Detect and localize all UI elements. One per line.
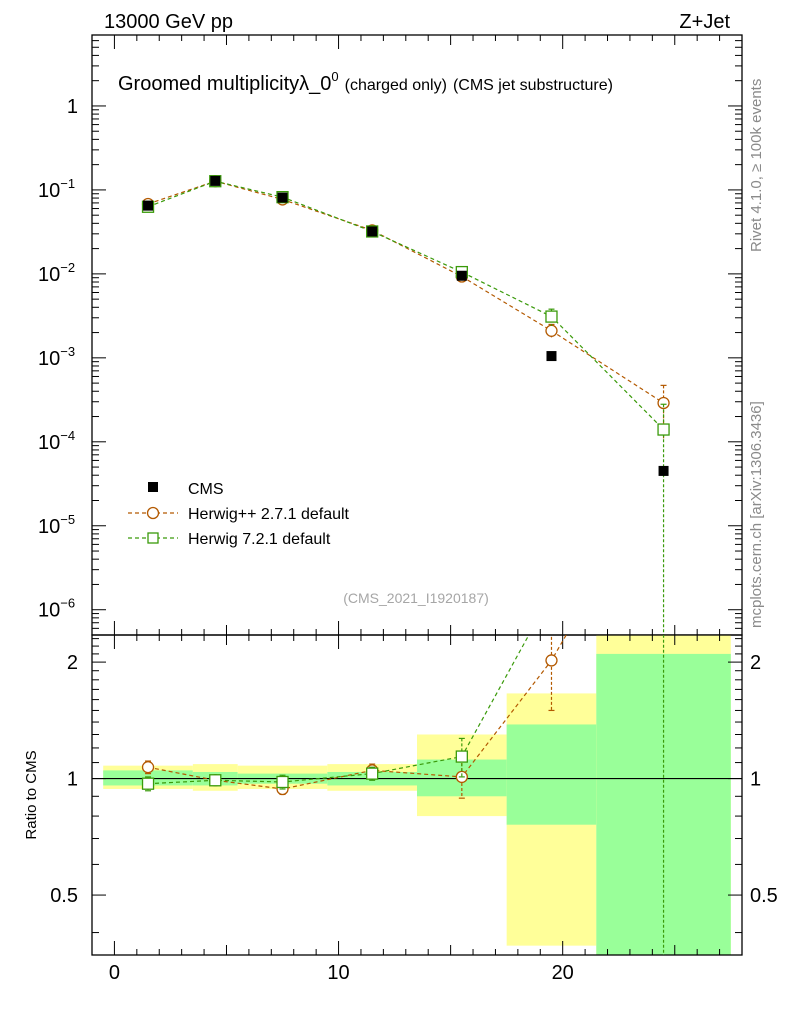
point-cms bbox=[210, 175, 221, 186]
plot-title: Groomed multiplicityλ_00 (charged only) (C… bbox=[118, 69, 613, 95]
y-tick-label: 1 bbox=[67, 96, 78, 118]
y-tick-label: 10−6 bbox=[38, 596, 75, 622]
ratio-tick-label: 1 bbox=[67, 769, 78, 791]
y-tick-label: 10−1 bbox=[38, 176, 75, 202]
x-tick-label: 10 bbox=[327, 962, 349, 984]
ratio-point-herwig-7-2-1-default bbox=[276, 775, 289, 789]
x-tick-label: 20 bbox=[552, 962, 574, 984]
ratio-point-herwig-7-2-1-default bbox=[366, 767, 379, 780]
y-tick-label-exponent: −5 bbox=[60, 512, 75, 527]
ratio-tick-label-right: 1 bbox=[750, 769, 761, 791]
ratio-band-inner bbox=[506, 724, 597, 825]
legend: CMS Herwig++ 2.7.1 default Herwig 7.2.1 … bbox=[128, 481, 350, 548]
legend-label-herwigpp: Herwig++ 2.7.1 default bbox=[188, 506, 350, 523]
series-line-herwig-2-7-1-default bbox=[147, 180, 664, 404]
ratio-tick-label: 0.5 bbox=[50, 885, 78, 907]
y-tick-label-base: 10 bbox=[38, 264, 60, 286]
series-line-herwig-7-2-1-default bbox=[147, 180, 664, 430]
point-cms bbox=[658, 465, 669, 476]
y-tick-label-base: 10 bbox=[38, 180, 60, 202]
legend-label-herwig7: Herwig 7.2.1 default bbox=[188, 531, 331, 548]
ratio-axis-label: Ratio to CMS bbox=[23, 750, 40, 839]
legend-marker-cms bbox=[148, 482, 158, 492]
x-axis: 0 10 20 bbox=[109, 35, 721, 984]
plot-title-tail: (CMS jet substructure) bbox=[453, 77, 613, 94]
point-herwig-2-7-1-default bbox=[545, 324, 558, 337]
legend-marker-herwig7 bbox=[147, 532, 159, 544]
analysis-id-label: (CMS_2021_I1920187) bbox=[343, 590, 489, 606]
legend-marker-herwigpp bbox=[146, 506, 160, 520]
point-cms bbox=[367, 226, 378, 237]
ratio-frame bbox=[91, 634, 743, 956]
main-panel: 110−110−210−310−410−510−6 bbox=[38, 34, 743, 636]
ratio-bands bbox=[103, 635, 731, 955]
y-tick-label: 10−4 bbox=[38, 428, 75, 454]
point-cms bbox=[277, 192, 288, 203]
y-tick-label-base: 10 bbox=[38, 516, 60, 538]
point-herwig-7-2-1-default bbox=[545, 310, 558, 323]
ratio-y-axis: 0.5 0.5 1 1 2 2 bbox=[50, 638, 778, 934]
process-label: Z+Jet bbox=[679, 11, 730, 33]
point-cms bbox=[456, 270, 467, 281]
mcplots-label: mcplots.cern.ch [arXiv:1306.3436] bbox=[748, 401, 765, 628]
y-tick-label-exponent: −6 bbox=[60, 596, 75, 611]
plot-title-main: Groomed multiplicityλ_0 bbox=[118, 73, 331, 95]
ratio-point-herwig-2-7-1-default bbox=[545, 654, 558, 667]
main-series bbox=[141, 175, 670, 635]
ratio-point-herwig-7-2-1-default bbox=[209, 774, 222, 787]
ratio-point-herwig-2-7-1-default bbox=[141, 761, 155, 774]
ratio-point-herwig-7-2-1-default bbox=[546, 588, 557, 599]
ratio-point-herwig-7-2-1-default bbox=[455, 750, 468, 763]
y-tick-label-exponent: −4 bbox=[60, 428, 75, 443]
point-cms bbox=[546, 351, 557, 362]
x-tick-label: 0 bbox=[109, 962, 120, 984]
ratio-series bbox=[141, 588, 665, 955]
point-cms bbox=[143, 200, 154, 211]
ratio-panel: 0.5 0.51 12 20 10 20 bbox=[50, 35, 778, 984]
ratio-tick-label-right: 0.5 bbox=[750, 885, 778, 907]
point-herwig-2-7-1-default bbox=[657, 396, 670, 410]
energy-label: 13000 GeV pp bbox=[104, 11, 233, 33]
y-tick-label-exponent: −3 bbox=[60, 344, 75, 359]
y-tick-label-base: 10 bbox=[38, 348, 60, 370]
y-tick-label: 10−2 bbox=[38, 260, 75, 286]
main-y-axis: 110−110−210−310−410−510−6 bbox=[38, 34, 742, 636]
y-tick-label-base: 10 bbox=[38, 432, 60, 454]
ratio-tick-label-right: 2 bbox=[750, 652, 761, 674]
plot-title-superscript: 0 bbox=[331, 69, 338, 84]
y-tick-label: 10−5 bbox=[38, 512, 75, 538]
y-tick-label-exponent: −2 bbox=[60, 260, 75, 275]
ratio-point-herwig-7-2-1-default bbox=[141, 777, 155, 790]
point-herwig-7-2-1-default bbox=[657, 423, 670, 436]
y-tick-label-base: 10 bbox=[38, 600, 60, 622]
ratio-tick-label: 2 bbox=[67, 652, 78, 674]
rivet-version-label: Rivet 4.1.0, ≥ 100k events bbox=[748, 79, 765, 252]
y-tick-label-exponent: −1 bbox=[60, 176, 75, 191]
plot-title-small: (charged only) bbox=[345, 77, 447, 94]
legend-label-cms: CMS bbox=[188, 481, 224, 498]
y-tick-label: 10−3 bbox=[38, 344, 75, 370]
